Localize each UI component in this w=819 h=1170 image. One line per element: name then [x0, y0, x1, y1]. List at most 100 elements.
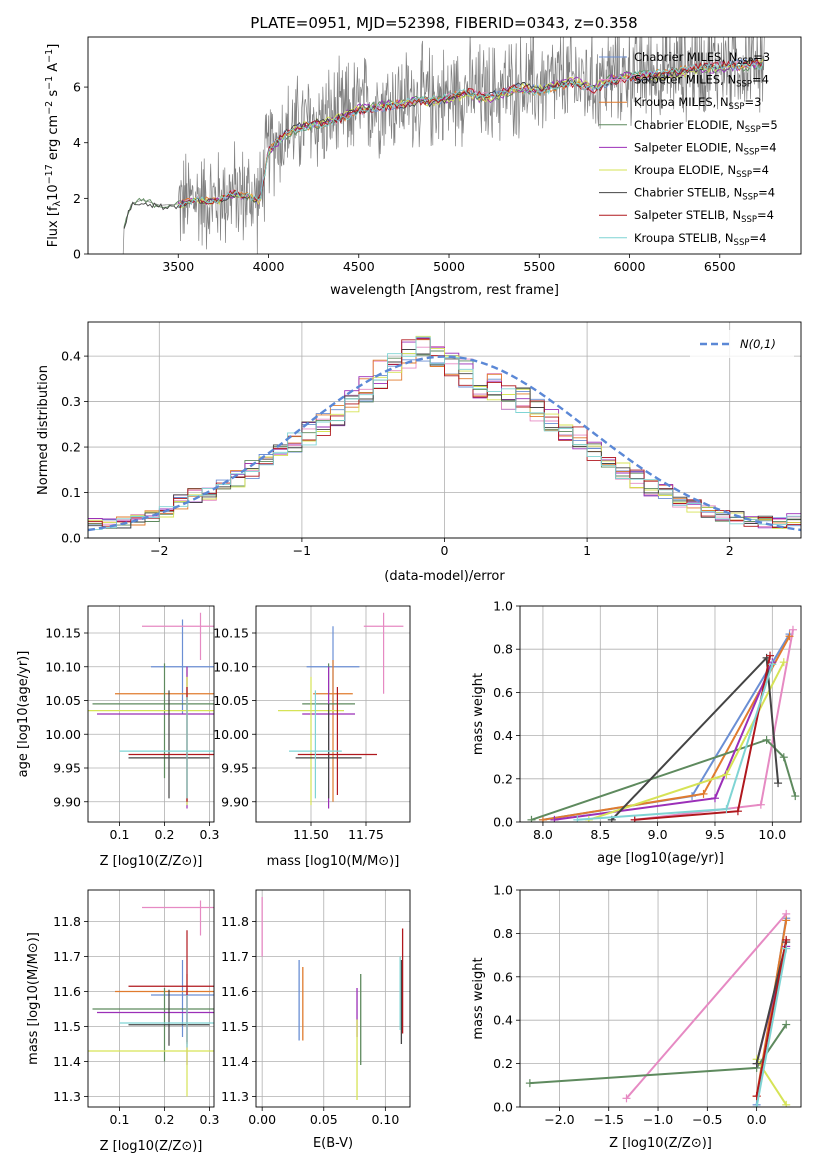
y-tick-label: 4: [73, 135, 81, 150]
legend-label: Kroupa STELIB, NSSP=4: [634, 231, 766, 248]
y-tick-label: 0.4: [61, 349, 81, 364]
y-tick-label: 0.6: [493, 685, 513, 700]
legend-label: Chabrier MILES, NSSP=3: [634, 50, 770, 67]
axes-frame: [519, 889, 802, 1108]
panel-weight_vs_Z: −2.0 −1.5 −1.0 −0.5 0.0 0.0 0.2 0.4 0.6 0.8 1.0 Z […: [471, 883, 802, 1151]
legend-label-main: Kroupa MILES, N: [634, 95, 729, 109]
x-tick-label: −2.0: [544, 1112, 574, 1127]
y-tick-label: 10.00: [213, 727, 249, 742]
x-tick-label: 1: [583, 543, 591, 558]
legend-label: Salpeter MILES, NSSP=4: [634, 73, 769, 90]
y-tick-label: 11.4: [221, 1054, 249, 1069]
x-tick-label: 6500: [704, 259, 736, 274]
plot-area-mass_vs_EBV: [261, 897, 404, 1100]
weight-line: [755, 939, 788, 1097]
x-axis-label: Z [log10(Z/Z⊙)]: [100, 854, 203, 869]
y-tick-label: 11.5: [221, 1019, 249, 1034]
x-tick-label: 0.0: [747, 1112, 767, 1127]
normal-curve: [88, 355, 801, 532]
y-label-part: A: [46, 63, 61, 76]
y-tick-label: 0.0: [61, 531, 81, 546]
y-axis-label: mass weight: [471, 673, 486, 755]
y-label-part: −17: [44, 164, 55, 184]
y-label-part: λ: [52, 200, 63, 206]
legend-label-sub: SSP: [745, 125, 761, 135]
y-tick-label: 0.8: [493, 642, 513, 657]
x-tick-label: 0.2: [155, 1112, 175, 1127]
panel-age_vs_mass: 11.50 11.75 9.90 9.95 10.00 10.05 10.10 10.15 ma…: [213, 605, 411, 869]
y-tick-label: 10.00: [45, 727, 81, 742]
x-tick-label: 0.3: [200, 827, 220, 842]
y-label-part: 10: [46, 184, 61, 201]
x-axis-label: wavelength [Angstrom, rest frame]: [330, 283, 559, 298]
axes-frame: [87, 321, 802, 539]
weight-line: [755, 948, 788, 1107]
x-axis-label: age [log10(age/yr)]: [597, 851, 724, 866]
legend-label-sub: SSP: [741, 215, 757, 225]
x-tick-label: 9.5: [705, 827, 725, 842]
x-tick-label: 10.0: [758, 827, 786, 842]
legend-label: Chabrier ELODIE, NSSP=5: [634, 118, 778, 135]
x-axis-label: Z [log10(Z/Z⊙)]: [609, 1136, 712, 1151]
plot-area-residuals: [88, 335, 801, 538]
y-tick-label: 0.0: [493, 815, 513, 830]
y-tick-label: 0.2: [61, 440, 81, 455]
plot-area-weight_vs_age: [527, 625, 800, 822]
panel-age_vs_Z: 0.1 0.2 0.3 9.90 9.95 10.00 10.05 10.10 10.15 Z […: [16, 605, 220, 869]
x-tick-label: 9.0: [648, 827, 668, 842]
panel-mass_vs_Z: 0.1 0.2 0.3 11.3 11.4 11.5 11.6 11.7 11.8 Z [log1…: [26, 889, 219, 1154]
legend-label-sub: SSP: [734, 238, 750, 248]
x-tick-label: 3500: [162, 259, 194, 274]
panel-weight_vs_age: 8.0 8.5 9.0 9.5 10.0 0.0 0.2 0.4 0.6 0.8 1.0 age [l…: [471, 599, 802, 866]
legend-label-main: Salpeter STELIB, N: [634, 208, 741, 222]
y-tick-label: 0.0: [493, 1100, 513, 1115]
x-tick-label: 5500: [523, 259, 555, 274]
weight-line: [531, 738, 797, 821]
plot-area-age_vs_mass: [278, 612, 404, 809]
x-tick-label: 5000: [433, 259, 465, 274]
grid-mass_vs_Z: [88, 890, 214, 1107]
weight-line: [625, 913, 787, 1099]
y-tick-label: 9.95: [221, 761, 249, 776]
legend-label: N(0,1): [740, 337, 776, 351]
x-tick-label: 0.00: [248, 1112, 276, 1127]
legend-label-main: Chabrier MILES, N: [634, 50, 737, 64]
y-tick-label: 1.0: [493, 883, 513, 898]
y-tick-label: 11.8: [53, 914, 81, 929]
y-axis-label: mass weight: [471, 957, 486, 1039]
x-tick-label: −1.5: [594, 1112, 624, 1127]
x-axis-label: (data-model)/error: [384, 569, 505, 584]
legend-label-tail: =4: [752, 73, 769, 87]
legend-label-tail: =3: [753, 50, 770, 64]
y-tick-label: 0.2: [493, 771, 513, 786]
legend-label-main: Salpeter MILES, N: [634, 73, 736, 87]
y-tick-label: 0: [73, 247, 81, 262]
y-tick-label: 9.95: [53, 761, 81, 776]
axes-frame: [87, 605, 215, 823]
x-axis-label: mass [log10(M/M⊙)]: [267, 854, 400, 869]
y-tick-label: 11.6: [53, 984, 81, 999]
legend-label-main: Salpeter ELODIE, N: [634, 140, 744, 154]
panels-layer: 3500 4000 4500 5000 5500 6000 6500 0 2 4 6 waveleng…: [16, 36, 802, 1154]
y-tick-label: 11.7: [221, 949, 249, 964]
panel-spectrum: 3500 4000 4500 5000 5500 6000 6500 0 2 4 6 waveleng…: [44, 36, 802, 298]
legend-label-sub: SSP: [742, 193, 758, 203]
legend-label-tail: =4: [757, 208, 774, 222]
plot-area-weight_vs_Z: [525, 909, 791, 1107]
y-axis-label: Flux [fλ10−17 erg cm−2 s−1 A−1]: [44, 44, 63, 248]
x-tick-label: 6000: [614, 259, 646, 274]
legend-label-tail: =4: [752, 163, 769, 177]
histogram-8: [88, 336, 801, 538]
legend-label-sub: SSP: [736, 170, 752, 180]
y-tick-label: 0.6: [493, 969, 513, 984]
legend-label-main: Chabrier STELIB, N: [634, 186, 742, 200]
legend-label-tail: =4: [749, 231, 766, 245]
legend-label-main: Chabrier ELODIE, N: [634, 118, 745, 132]
y-tick-label: 10.10: [45, 659, 81, 674]
x-tick-label: −0.5: [692, 1112, 722, 1127]
x-tick-label: 11.75: [348, 827, 384, 842]
y-tick-label: 2: [73, 191, 81, 206]
x-tick-label: 4000: [253, 259, 285, 274]
y-tick-label: 11.5: [53, 1019, 81, 1034]
x-tick-label: 0.05: [310, 1112, 338, 1127]
